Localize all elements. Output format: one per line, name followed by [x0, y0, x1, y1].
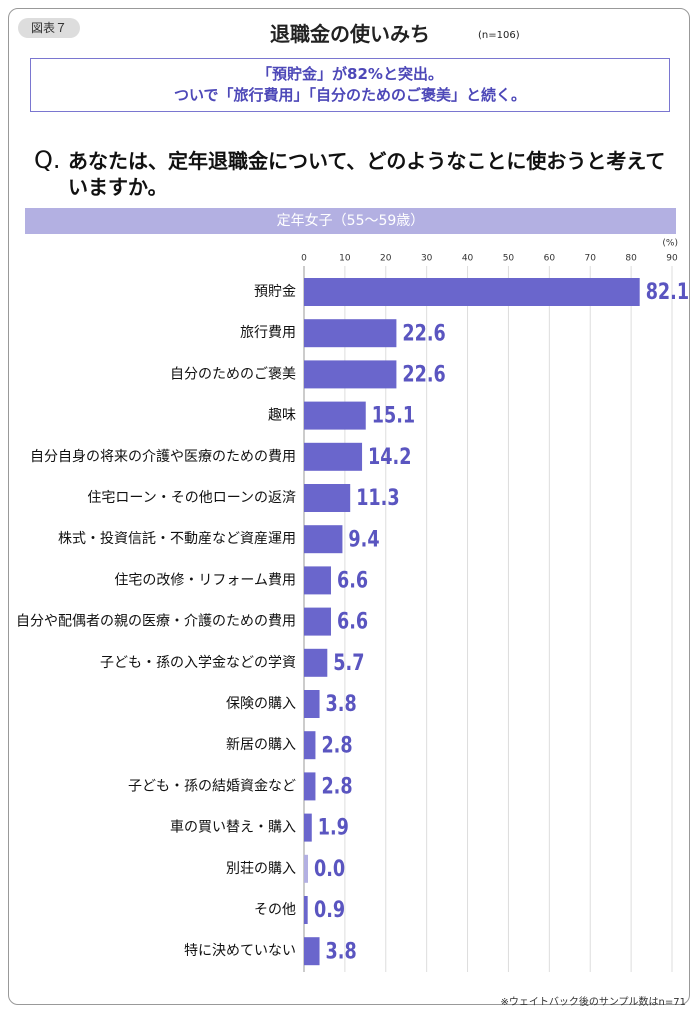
- value-label: 6.6: [337, 568, 368, 593]
- question: あなたは、定年退職金について、どのようなことに使おうと考えていますか。: [68, 149, 666, 199]
- value-label: 3.8: [326, 691, 357, 716]
- bar: [304, 360, 397, 389]
- bar: [304, 813, 312, 842]
- highlight-line: 「預貯金」が82%と突出。: [257, 65, 443, 83]
- x-tick-label: 40: [462, 254, 474, 264]
- value-label: 6.6: [337, 609, 368, 634]
- bar: [304, 525, 343, 554]
- bar: [304, 607, 331, 636]
- y-tick-label: 別荘の購入: [226, 861, 296, 877]
- bar: [304, 896, 308, 924]
- x-tick-label: 50: [503, 254, 515, 264]
- value-label: 0.0: [314, 856, 345, 881]
- y-tick-label: 趣味: [268, 408, 296, 424]
- y-tick-label: その他: [254, 902, 296, 918]
- x-tick-label: 60: [544, 254, 556, 264]
- y-tick-label: 新居の購入: [226, 737, 296, 753]
- value-label: 9.4: [348, 526, 379, 551]
- bar: [304, 731, 316, 760]
- bar: [304, 772, 316, 801]
- y-tick-label: 子ども・孫の入学金などの学資: [100, 655, 296, 671]
- highlight-line: ついで「旅行費用」「自分のためのご褒美」と続く。: [173, 86, 527, 104]
- value-label: 3.8: [326, 938, 357, 963]
- y-tick-label: 預貯金: [254, 284, 296, 300]
- bar: [304, 278, 640, 306]
- question-label: Q.: [34, 146, 61, 174]
- footnote: ※ウェイトバック後のサンプル数はn=71: [500, 997, 686, 1008]
- value-label: 14.2: [368, 444, 411, 469]
- x-tick-label: 30: [421, 254, 433, 264]
- bar: [304, 484, 351, 512]
- value-label: 22.6: [402, 320, 445, 345]
- value-label: 2.8: [321, 732, 352, 757]
- sample-size: (n=106): [478, 30, 520, 41]
- y-tick-label: 子ども・孫の結婚資金など: [128, 778, 296, 794]
- bar: [304, 566, 331, 595]
- x-tick-label: 0: [301, 254, 307, 264]
- value-label: 2.8: [321, 774, 352, 799]
- value-label: 5.7: [333, 650, 364, 675]
- y-tick-label: 特に決めていない: [184, 943, 296, 959]
- x-tick-label: 20: [380, 254, 392, 264]
- x-tick-label: 90: [666, 254, 678, 264]
- unit-label: (%): [662, 239, 678, 249]
- value-label: 82.1: [646, 279, 689, 304]
- y-tick-label: 株式・投資信託・不動産など資産運用: [58, 531, 296, 547]
- chart-title: 退職金の使いみち: [270, 22, 430, 46]
- group-label: 定年女子（55〜59歳）: [25, 208, 676, 234]
- zero-marker: [304, 854, 308, 883]
- y-tick-label: 自分自身の将来の介護や医療のための費用: [30, 448, 296, 465]
- bar: [304, 648, 328, 677]
- bar: [304, 401, 366, 430]
- bar: [304, 442, 363, 471]
- x-tick-label: 10: [339, 254, 351, 264]
- value-label: 1.9: [318, 815, 349, 840]
- y-tick-label: 住宅ローン・その他ローンの返済: [87, 490, 296, 506]
- value-label: 11.3: [356, 485, 399, 510]
- value-label: 0.9: [314, 897, 345, 922]
- bar: [304, 937, 320, 966]
- y-tick-label: 自分のためのご褒美: [170, 366, 296, 382]
- value-label: 22.6: [402, 362, 445, 387]
- y-tick-label: 保険の購入: [226, 696, 296, 712]
- highlight-box: 「預貯金」が82%と突出。 ついで「旅行費用」「自分のためのご褒美」と続く。: [30, 58, 670, 112]
- value-label: 15.1: [372, 403, 415, 428]
- frame: [8, 8, 690, 1005]
- bar: [304, 319, 397, 348]
- y-tick-label: 車の買い替え・購入: [170, 819, 296, 836]
- y-tick-label: 住宅の改修・リフォーム費用: [114, 572, 296, 588]
- badge: 図表７: [18, 18, 80, 38]
- y-tick-label: 自分や配偶者の親の医療・介護のための費用: [16, 613, 296, 630]
- bar: [304, 690, 320, 718]
- x-tick-label: 70: [584, 254, 596, 264]
- x-tick-label: 80: [625, 254, 637, 264]
- y-tick-label: 旅行費用: [240, 325, 296, 341]
